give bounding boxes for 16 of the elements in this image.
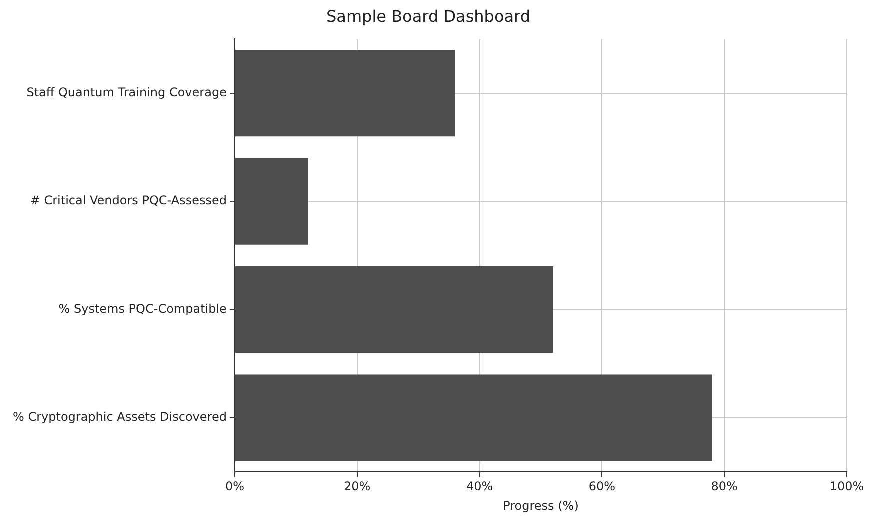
- x-tick-label: 0%: [225, 480, 244, 494]
- x-tick-label: 80%: [711, 480, 738, 494]
- x-tick-label: 20%: [344, 480, 371, 494]
- x-tick-label: 100%: [830, 480, 864, 494]
- bar: [235, 158, 308, 245]
- bar: [235, 374, 712, 462]
- x-axis-title: Progress (%): [503, 498, 579, 513]
- y-tick-label: % Systems PQC-Compatible: [58, 302, 227, 316]
- chart-title: Sample Board Dashboard: [326, 6, 530, 26]
- bar: [235, 50, 456, 137]
- y-tick-label: % Cryptographic Assets Discovered: [12, 410, 227, 424]
- y-tick-label: # Critical Vendors PQC-Assessed: [30, 194, 227, 208]
- bar: [235, 266, 554, 354]
- x-tick-label: 60%: [588, 480, 616, 494]
- x-tick-label: 40%: [466, 480, 494, 494]
- y-tick-label: Staff Quantum Training Coverage: [26, 85, 227, 100]
